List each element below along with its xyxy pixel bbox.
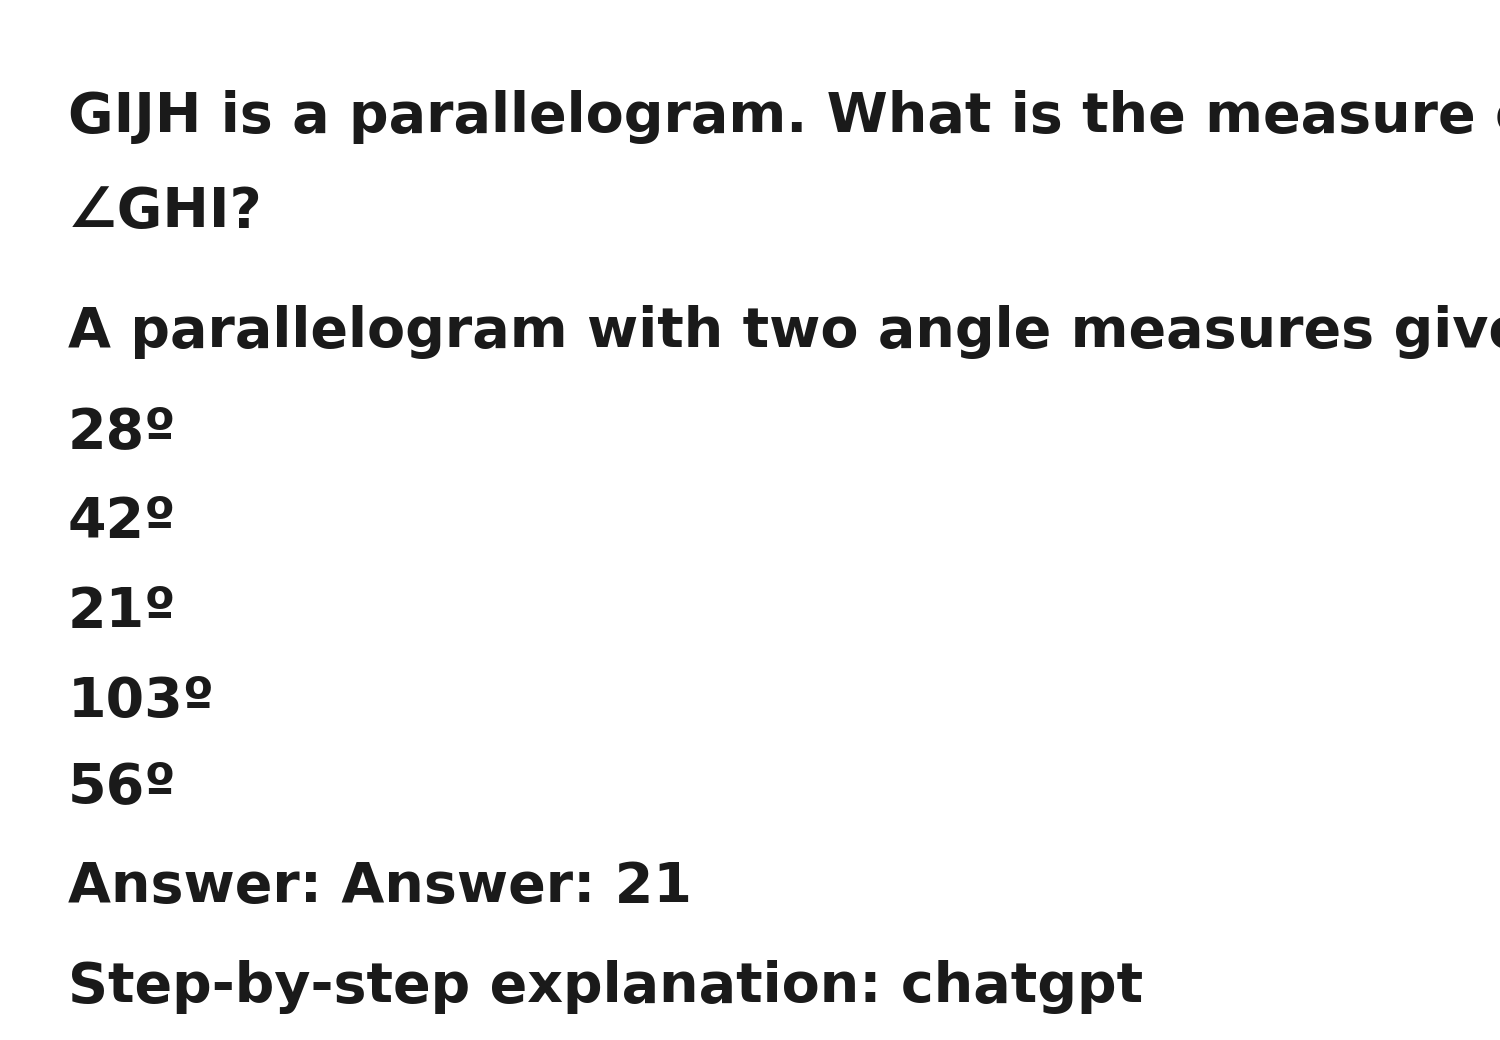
Text: Answer: Answer: 21: Answer: Answer: 21 [68,860,692,914]
Text: Step-by-step explanation: chatgpt: Step-by-step explanation: chatgpt [68,960,1143,1014]
Text: 103º: 103º [68,675,214,729]
Text: 21º: 21º [68,584,176,639]
Text: 28º: 28º [68,405,176,459]
Text: 42º: 42º [68,495,176,549]
Text: 56º: 56º [68,760,176,814]
Text: ∠GHI?: ∠GHI? [68,185,262,239]
Text: A parallelogram with two angle measures given: A parallelogram with two angle measures … [68,305,1500,359]
Text: GIJH is a parallelogram. What is the measure of: GIJH is a parallelogram. What is the mea… [68,90,1500,144]
